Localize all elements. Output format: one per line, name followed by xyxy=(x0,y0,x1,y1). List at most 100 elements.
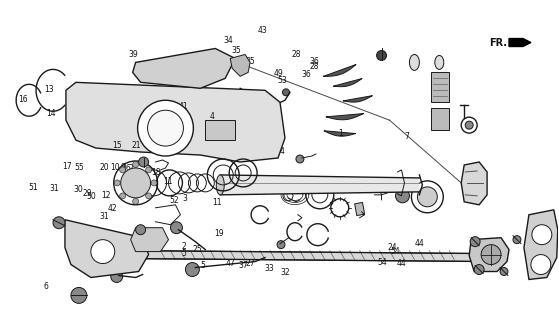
Polygon shape xyxy=(323,64,356,76)
Text: 51: 51 xyxy=(29,183,39,192)
Text: 3: 3 xyxy=(182,194,187,204)
Circle shape xyxy=(136,225,145,235)
Circle shape xyxy=(53,217,65,229)
Text: 29: 29 xyxy=(83,189,92,198)
Circle shape xyxy=(263,133,277,147)
Polygon shape xyxy=(524,210,558,279)
Text: 35: 35 xyxy=(246,57,255,66)
Bar xyxy=(432,108,449,130)
Ellipse shape xyxy=(216,175,224,195)
Polygon shape xyxy=(326,114,363,120)
Text: 2: 2 xyxy=(181,242,186,251)
Circle shape xyxy=(71,287,87,303)
Polygon shape xyxy=(220,175,419,195)
Circle shape xyxy=(120,167,126,173)
Circle shape xyxy=(148,110,183,146)
Circle shape xyxy=(377,51,386,60)
Text: 5: 5 xyxy=(181,249,186,258)
Text: 7: 7 xyxy=(404,132,409,140)
Circle shape xyxy=(132,198,139,204)
Circle shape xyxy=(282,89,290,96)
Text: 35: 35 xyxy=(231,45,241,55)
Text: 28: 28 xyxy=(291,50,301,59)
Circle shape xyxy=(138,100,193,156)
Text: 21: 21 xyxy=(131,141,141,150)
Bar xyxy=(354,203,364,216)
Circle shape xyxy=(465,121,473,129)
Text: 24: 24 xyxy=(387,243,397,252)
Polygon shape xyxy=(469,238,509,271)
Text: 39: 39 xyxy=(129,50,139,59)
Text: 55: 55 xyxy=(74,163,84,172)
Circle shape xyxy=(114,180,120,186)
Text: 31: 31 xyxy=(50,184,59,193)
Circle shape xyxy=(418,187,437,207)
Circle shape xyxy=(139,157,149,167)
Text: 45: 45 xyxy=(136,239,146,248)
Text: 12: 12 xyxy=(101,191,111,200)
Text: 5: 5 xyxy=(200,261,205,270)
Text: 54: 54 xyxy=(377,258,387,267)
Text: 32: 32 xyxy=(280,268,290,277)
Text: 30: 30 xyxy=(73,185,83,194)
Text: 16: 16 xyxy=(18,95,29,104)
Text: 49: 49 xyxy=(273,69,283,78)
Polygon shape xyxy=(132,49,235,88)
Circle shape xyxy=(121,168,150,198)
Text: 11: 11 xyxy=(163,177,173,186)
Text: 48: 48 xyxy=(77,257,87,266)
Text: 31: 31 xyxy=(100,212,109,221)
Circle shape xyxy=(470,237,480,247)
Polygon shape xyxy=(66,82,285,162)
Text: 44: 44 xyxy=(397,259,407,268)
Polygon shape xyxy=(131,228,168,252)
Text: 4: 4 xyxy=(280,147,285,156)
Text: 50: 50 xyxy=(87,192,96,201)
Text: 38: 38 xyxy=(164,73,174,82)
Polygon shape xyxy=(230,54,250,76)
Circle shape xyxy=(170,222,182,234)
Text: 18: 18 xyxy=(151,168,160,177)
Text: FR.: FR. xyxy=(489,37,507,47)
Circle shape xyxy=(474,265,484,275)
Polygon shape xyxy=(461,162,487,205)
Text: 52: 52 xyxy=(169,196,178,205)
Text: 6: 6 xyxy=(43,282,48,291)
Circle shape xyxy=(120,193,126,199)
Text: 28: 28 xyxy=(309,61,319,70)
Text: 47: 47 xyxy=(226,259,235,268)
Text: 20: 20 xyxy=(100,163,109,172)
Circle shape xyxy=(111,270,122,283)
Text: 46: 46 xyxy=(121,164,131,173)
Polygon shape xyxy=(343,96,372,102)
Text: 36: 36 xyxy=(309,57,319,66)
Circle shape xyxy=(500,268,508,276)
Text: 33: 33 xyxy=(264,264,274,274)
Circle shape xyxy=(91,240,115,264)
Bar xyxy=(205,120,235,140)
Text: 53: 53 xyxy=(277,76,287,85)
Text: 14: 14 xyxy=(46,109,56,118)
Text: 10: 10 xyxy=(111,163,120,172)
Text: 34: 34 xyxy=(224,36,233,45)
Polygon shape xyxy=(65,220,149,277)
Text: 42: 42 xyxy=(108,204,117,213)
Text: 27: 27 xyxy=(246,259,255,268)
Text: 25: 25 xyxy=(192,245,202,254)
Text: 13: 13 xyxy=(44,85,53,94)
Text: 19: 19 xyxy=(215,229,224,238)
Circle shape xyxy=(532,225,552,244)
Circle shape xyxy=(151,180,157,186)
Text: 54: 54 xyxy=(390,247,400,256)
Text: 15: 15 xyxy=(112,141,122,150)
Polygon shape xyxy=(131,251,491,261)
Circle shape xyxy=(481,244,501,265)
Circle shape xyxy=(296,155,304,163)
Polygon shape xyxy=(324,131,356,136)
Text: 36: 36 xyxy=(301,70,311,79)
Polygon shape xyxy=(333,78,362,87)
Circle shape xyxy=(277,241,285,249)
Text: 1: 1 xyxy=(338,129,343,138)
Text: 26: 26 xyxy=(180,73,190,82)
Text: 43: 43 xyxy=(258,26,268,35)
